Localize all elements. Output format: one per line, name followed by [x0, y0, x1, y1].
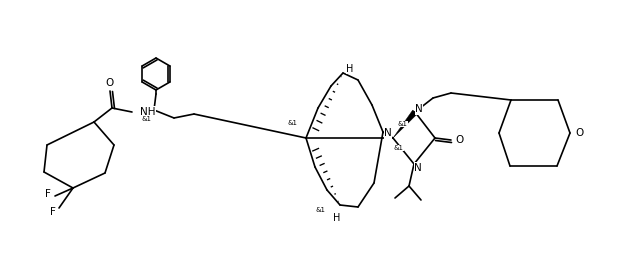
Text: F: F: [45, 189, 51, 199]
Text: H: H: [346, 64, 353, 74]
Text: O: O: [575, 128, 583, 138]
Text: &1: &1: [394, 145, 404, 151]
Text: &1: &1: [287, 120, 297, 126]
Text: N: N: [384, 128, 392, 138]
Text: &1: &1: [315, 207, 325, 213]
Text: &1: &1: [398, 121, 408, 127]
Text: N: N: [414, 163, 422, 173]
Polygon shape: [393, 110, 417, 138]
Text: F: F: [50, 207, 56, 217]
Text: &1: &1: [142, 116, 152, 122]
Text: H: H: [333, 213, 341, 223]
Text: O: O: [105, 78, 113, 88]
Text: NH: NH: [140, 107, 156, 117]
Text: O: O: [455, 135, 463, 145]
Text: N: N: [415, 104, 423, 114]
